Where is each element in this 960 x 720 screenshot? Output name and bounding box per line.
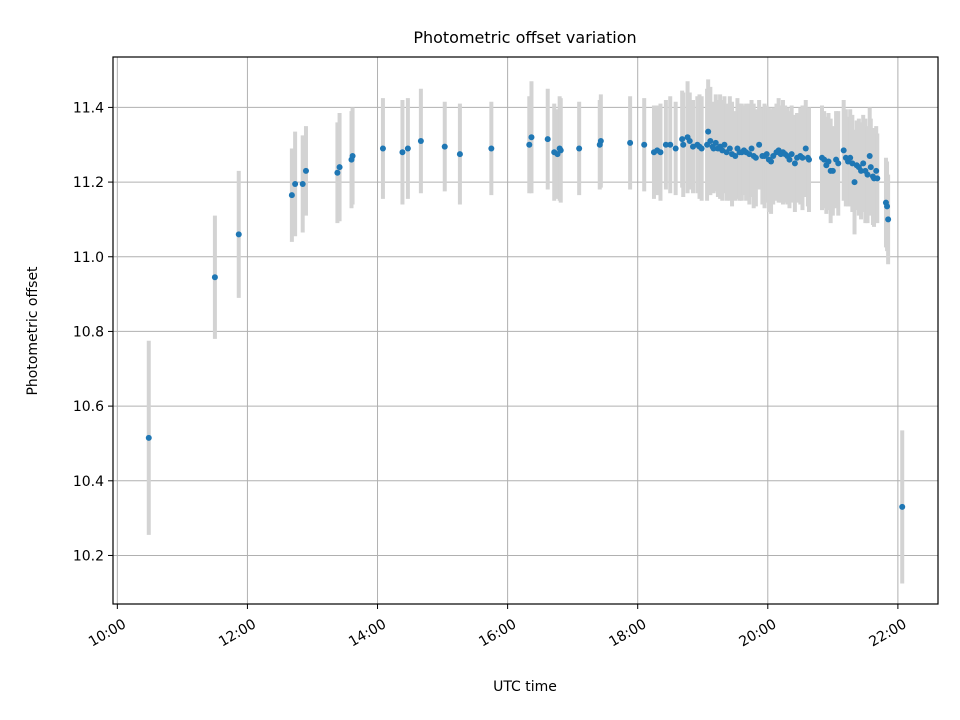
y-axis-ticks: 10.2 10.4 10.6 10.8 11.0 11.2 11.4 [73,100,113,564]
data-point [710,145,717,152]
data-point [851,179,858,186]
y-tick-label: 11.0 [73,250,104,266]
data-point [336,164,343,171]
chart-title: Photometric offset variation [413,28,636,47]
y-tick-label: 10.2 [73,548,104,564]
data-point [544,136,551,143]
data-point [899,503,906,510]
y-tick-label: 11.2 [73,175,104,191]
data-point [805,156,812,163]
data-point [404,145,411,152]
data-point [288,192,295,199]
y-tick-label: 10.8 [73,324,104,340]
data-point [748,145,755,152]
data-point [791,160,798,167]
data-point [860,160,867,167]
data-point [840,147,847,154]
data-point [705,128,712,135]
data-point [721,141,728,148]
data-point [786,156,793,163]
data-point [752,154,759,161]
data-point [526,141,533,148]
data-point [299,180,306,187]
data-point [557,147,564,154]
data-point [732,152,739,159]
data-point [873,167,880,174]
data-point [334,169,341,176]
data-point [763,151,770,158]
data-point [802,145,809,152]
data-point [788,151,795,158]
y-tick-label: 10.6 [73,399,104,415]
y-tick-label: 10.4 [73,474,104,490]
data-point [712,139,719,146]
data-point [399,149,406,156]
data-point [528,134,535,141]
x-axis-label: UTC time [493,679,557,695]
data-point [799,154,806,161]
data-point [698,145,705,152]
data-point [456,151,463,158]
data-point [667,141,674,148]
data-point [707,138,714,145]
data-point [597,138,604,145]
data-point [211,274,218,281]
data-point [145,434,152,441]
data-point [679,136,686,143]
data-point [884,203,891,210]
data-point [847,154,854,161]
data-point [858,167,865,174]
data-point [867,164,874,171]
data-point [726,145,733,152]
data-point [825,158,832,165]
data-point [627,139,634,146]
data-point [657,149,664,156]
data-point [417,138,424,145]
data-point [302,167,309,174]
data-point [292,180,299,187]
data-point [874,175,881,182]
data-point [829,167,836,174]
data-point [641,141,648,148]
plot-frame [112,56,939,605]
data-point [379,145,386,152]
data-point [576,145,583,152]
y-axis-label: Photometric offset [25,266,41,396]
data-point [864,171,871,178]
data-point [662,141,669,148]
data-point [235,231,242,238]
data-point [768,158,775,165]
data-point [680,141,687,148]
data-point [672,145,679,152]
data-point [349,152,356,159]
data-point [866,152,873,159]
y-tick-label: 11.4 [73,100,104,116]
data-point [835,160,842,167]
data-point [686,138,693,145]
data-point [885,216,892,223]
data-points [145,128,906,510]
data-point [756,141,763,148]
data-point [441,143,448,150]
data-point [488,145,495,152]
